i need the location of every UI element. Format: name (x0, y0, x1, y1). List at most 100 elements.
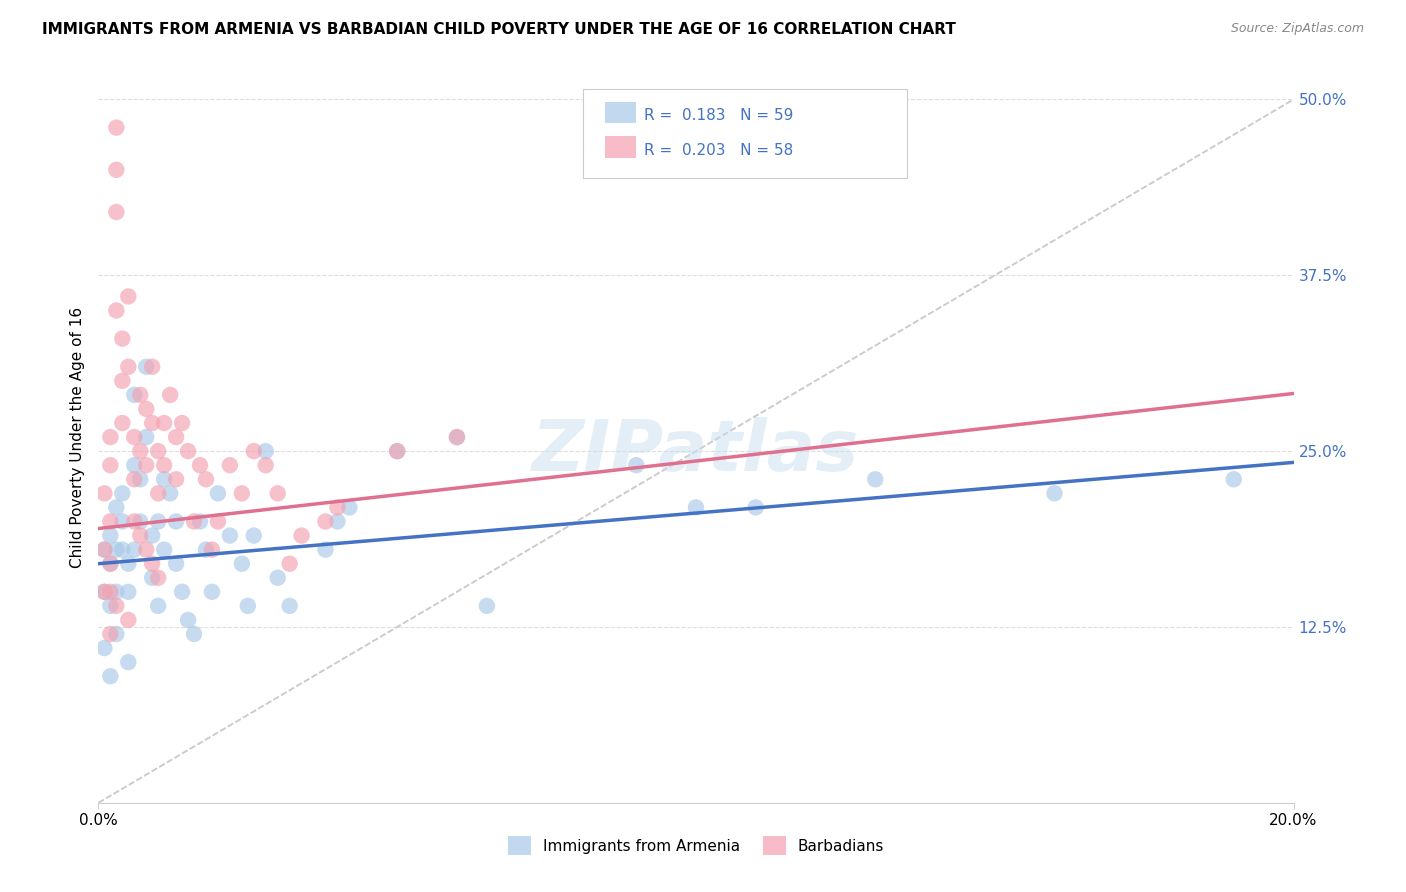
Point (124, 472, 146, 486)
Point (165, 430, 187, 444)
Point (685, 500, 707, 515)
Point (141, 416, 163, 430)
Point (111, 542, 134, 557)
Point (117, 613, 139, 627)
Point (201, 584, 224, 599)
Point (124, 458, 146, 473)
Point (159, 388, 181, 402)
Point (98, 515, 122, 529)
Point (153, 458, 176, 473)
Point (105, 627, 128, 641)
Point (165, 472, 187, 486)
Point (243, 444, 266, 458)
Point (165, 557, 187, 571)
Point (172, 584, 194, 599)
Point (326, 500, 349, 515)
Text: Source: ZipAtlas.com: Source: ZipAtlas.com (1230, 22, 1364, 36)
Point (93, 542, 115, 557)
Point (201, 542, 224, 557)
Point (231, 486, 253, 500)
Point (111, 374, 134, 388)
Point (105, 303, 128, 318)
Point (124, 430, 146, 444)
Point (315, 515, 337, 529)
Point (93, 486, 115, 500)
Point (865, 472, 887, 486)
Point (141, 359, 163, 374)
Point (111, 515, 134, 529)
Point (148, 599, 170, 613)
Point (339, 500, 360, 515)
Point (135, 458, 157, 473)
Point (98, 557, 122, 571)
Point (385, 444, 409, 458)
Point (290, 528, 312, 542)
Y-axis label: Child Poverty Under the Age of 16: Child Poverty Under the Age of 16 (69, 307, 84, 567)
Point (159, 486, 181, 500)
Point (135, 401, 157, 416)
Point (117, 584, 139, 599)
Point (183, 515, 205, 529)
Point (278, 599, 301, 613)
Point (207, 486, 229, 500)
Point (129, 472, 152, 486)
Point (177, 613, 200, 627)
Point (105, 542, 128, 557)
Point (236, 599, 259, 613)
Point (183, 627, 205, 641)
Point (148, 571, 170, 585)
Point (117, 289, 139, 303)
Point (153, 542, 176, 557)
Point (315, 542, 337, 557)
Point (105, 599, 128, 613)
Point (446, 430, 468, 444)
Point (124, 515, 146, 529)
Point (177, 444, 200, 458)
Point (141, 528, 163, 542)
Point (745, 500, 768, 515)
Point (111, 486, 134, 500)
Point (117, 655, 139, 669)
Point (148, 444, 170, 458)
Point (267, 486, 290, 500)
Point (98, 627, 122, 641)
Point (254, 444, 277, 458)
Point (278, 557, 301, 571)
Point (188, 458, 211, 473)
Point (141, 571, 163, 585)
Point (254, 458, 277, 473)
Point (624, 458, 647, 473)
Point (267, 571, 290, 585)
Point (207, 515, 229, 529)
Point (105, 120, 128, 135)
Point (148, 486, 170, 500)
Point (98, 669, 122, 683)
Point (105, 584, 128, 599)
Text: ZIPatlas: ZIPatlas (533, 417, 859, 486)
Text: R =  0.183   N = 59: R = 0.183 N = 59 (644, 108, 793, 123)
Point (135, 430, 157, 444)
Point (129, 515, 152, 529)
Point (117, 557, 139, 571)
Point (98, 458, 122, 473)
Point (98, 528, 122, 542)
Point (105, 500, 128, 515)
Point (98, 430, 122, 444)
Point (111, 332, 134, 346)
Point (98, 599, 122, 613)
Point (135, 359, 157, 374)
Point (188, 515, 211, 529)
Point (93, 584, 115, 599)
Point (98, 584, 122, 599)
Point (117, 359, 139, 374)
Point (111, 416, 134, 430)
Point (231, 557, 253, 571)
Point (129, 388, 152, 402)
Point (446, 430, 468, 444)
Point (326, 515, 349, 529)
Point (124, 542, 146, 557)
Legend: Immigrants from Armenia, Barbadians: Immigrants from Armenia, Barbadians (502, 830, 890, 861)
Point (135, 542, 157, 557)
Point (194, 542, 218, 557)
Point (153, 416, 176, 430)
